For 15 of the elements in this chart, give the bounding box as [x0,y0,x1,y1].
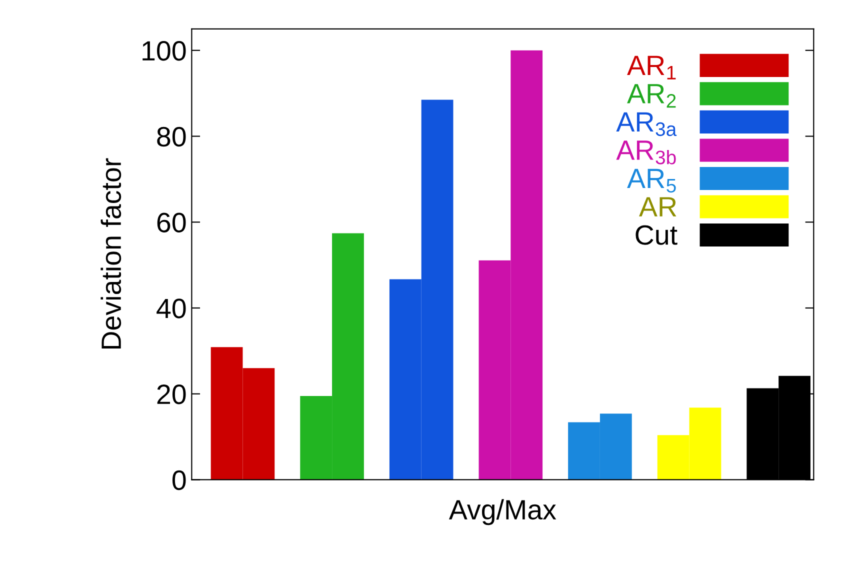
y-tick-label: 20 [157,384,186,404]
y-tick-label: 0 [172,470,186,490]
legend-label: Cut [636,225,678,245]
y-tick-label: 80 [157,126,186,147]
legend-label: AR [639,197,676,216]
y-tick-label: 60 [157,212,186,232]
legend-label: AR$_{1}$ [627,56,676,80]
legend-label: AR$_{2}$ [627,84,676,108]
y-axis-title: Deviation factor [100,158,122,349]
y-tick-label: 100 [142,41,186,61]
x-axis-title: Avg/Max [448,499,556,526]
legend-label: AR$_{3a}$ [616,112,677,136]
y-tick-label: 40 [156,298,186,318]
legend-label: AR$_{3b}$ [616,140,676,164]
legend-label: AR$_{5}$ [627,168,676,193]
